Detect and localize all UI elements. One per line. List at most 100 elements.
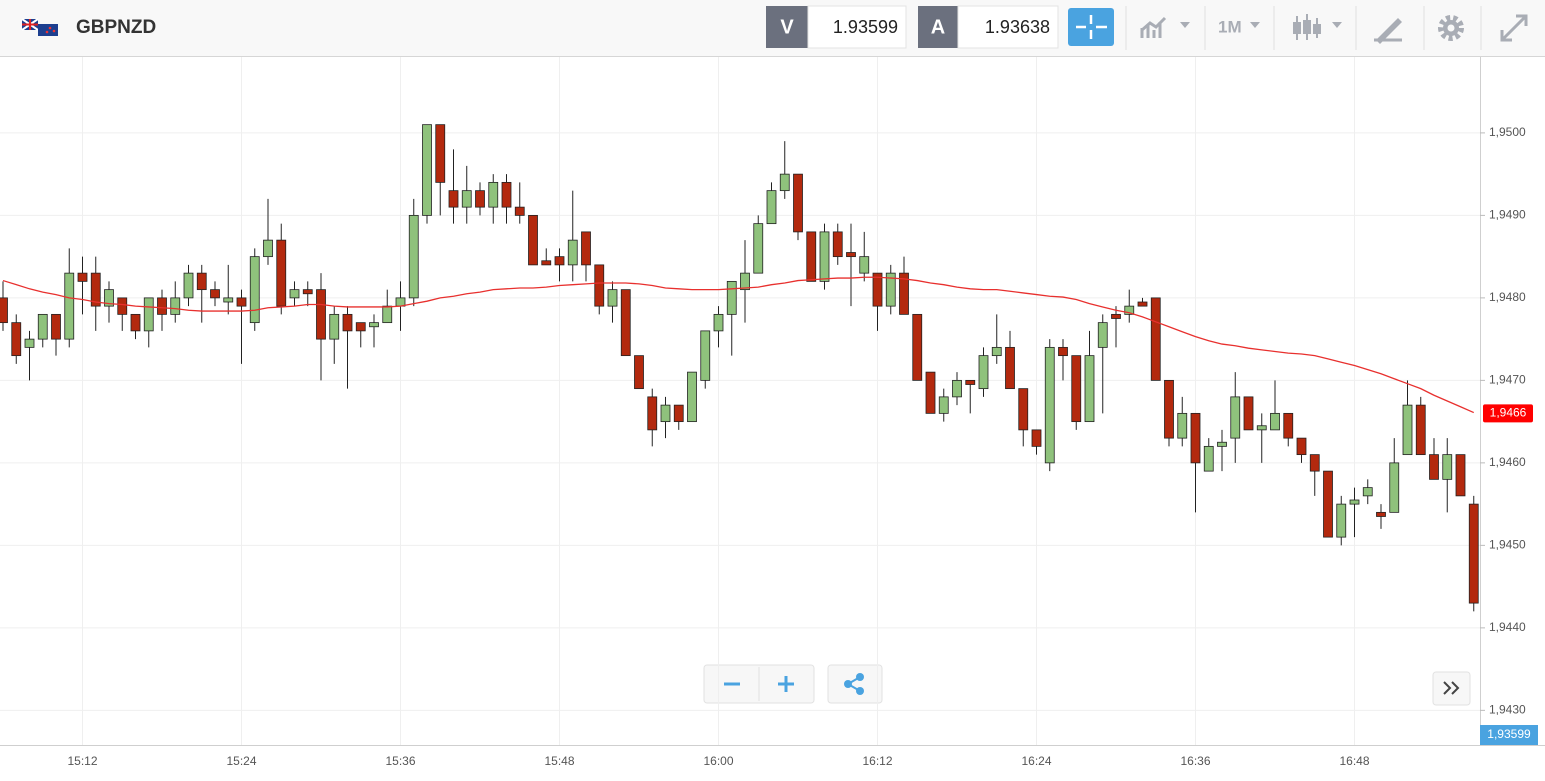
candle-body [978, 355, 989, 390]
bid-price: 1.93599 [833, 17, 898, 37]
last-price-label: 1,93599 [1487, 727, 1531, 741]
candle-body [938, 396, 949, 414]
fullscreen-button[interactable] [1500, 14, 1528, 42]
candle-body [263, 239, 273, 258]
candle-body [859, 256, 870, 274]
candle-body [37, 313, 48, 340]
candle-body [832, 231, 843, 258]
share-button[interactable] [827, 664, 883, 704]
candle-body [355, 322, 366, 332]
candle-body [687, 371, 697, 423]
candle-body [1402, 404, 1413, 456]
y-tick-label: 1,9460 [1489, 455, 1526, 469]
candle-body [448, 190, 459, 208]
candle-body [1150, 297, 1161, 381]
candle-body [210, 289, 220, 299]
last-price-tag [1480, 725, 1538, 745]
scroll-end-button[interactable] [1432, 671, 1471, 706]
candle-body [872, 272, 883, 307]
candle-body [581, 231, 591, 266]
candle-body [196, 272, 207, 291]
candle-body [594, 264, 605, 307]
candle-body [1270, 412, 1280, 431]
candle-body [1376, 511, 1386, 517]
candle-body [1190, 412, 1201, 464]
timeframe-button[interactable]: 1M [1218, 17, 1260, 36]
candle-body [1442, 454, 1453, 480]
candle-body [130, 313, 141, 332]
timeframe[interactable]: 1M [1218, 17, 1242, 36]
candle-body [1362, 487, 1373, 497]
y-tick-label: 1,9430 [1489, 703, 1526, 717]
candle-body [77, 272, 88, 282]
y-tick-label: 1,9470 [1489, 373, 1526, 387]
candle-body [912, 313, 923, 381]
candle-body [846, 252, 856, 258]
candle-body [1031, 429, 1042, 447]
x-tick-label: 16:00 [703, 754, 733, 768]
candle-body [1296, 437, 1307, 456]
candle-body [1005, 346, 1015, 390]
ma-tag [1483, 404, 1533, 423]
candle-body [991, 346, 1002, 357]
draw-button[interactable] [1374, 18, 1402, 44]
candle-body [514, 206, 525, 216]
candle-body [1124, 305, 1135, 315]
x-tick-label: 16:24 [1021, 754, 1051, 768]
bid-badge [766, 6, 808, 48]
candle-body [435, 124, 446, 183]
candle-body [104, 289, 114, 307]
candle-body [117, 297, 128, 315]
candle-body [1071, 355, 1082, 423]
symbol: GBPNZD [76, 17, 156, 38]
candle-body [1309, 454, 1320, 472]
candle-body [1429, 454, 1439, 480]
candle-body [170, 297, 181, 315]
candle-body [660, 404, 671, 423]
candle-body [1389, 462, 1400, 513]
candle-body [249, 256, 260, 324]
candle-body [899, 272, 909, 315]
candle-body [1455, 454, 1466, 497]
candle-body [766, 190, 777, 225]
chart-type-button[interactable] [1293, 14, 1342, 40]
candle-body [342, 313, 353, 332]
ma-tag-label: 1,9466 [1490, 406, 1527, 420]
candle-body [1044, 346, 1055, 464]
x-tick-label: 16:36 [1180, 754, 1210, 768]
x-tick-label: 15:48 [544, 754, 574, 768]
candle-body [408, 214, 419, 299]
crosshair-button[interactable] [1068, 8, 1114, 46]
candle-body [382, 305, 393, 324]
candle-body [1217, 441, 1227, 447]
settings-button[interactable] [1438, 15, 1464, 41]
candle-body [1018, 388, 1029, 431]
candle-body [925, 371, 936, 414]
candle-body [461, 190, 472, 208]
candle-body [700, 330, 711, 381]
candle-body [1177, 412, 1188, 439]
candle-body [965, 379, 976, 385]
indicator-button[interactable] [1140, 16, 1190, 38]
y-tick-label: 1,9440 [1489, 620, 1526, 634]
zoom-controls [703, 664, 815, 704]
candle-body [316, 289, 326, 340]
candle-body [329, 313, 340, 340]
zoom-in[interactable] [778, 676, 794, 692]
candle-body [819, 231, 830, 282]
candle-body [1164, 379, 1174, 439]
candle-body [1349, 499, 1360, 505]
candle-body [1137, 301, 1148, 307]
candle-body [236, 297, 247, 307]
ask-box [957, 5, 1059, 49]
candle-body [607, 289, 618, 307]
candle-body [1203, 445, 1214, 472]
y-tick-label: 1,9480 [1489, 290, 1526, 304]
candle-body [501, 181, 512, 208]
candle-body [1415, 404, 1426, 456]
candle-body [1243, 396, 1254, 431]
candle-body [1336, 503, 1347, 538]
candle-body [488, 181, 499, 208]
candle-body [157, 297, 167, 315]
candle-body [0, 297, 8, 324]
